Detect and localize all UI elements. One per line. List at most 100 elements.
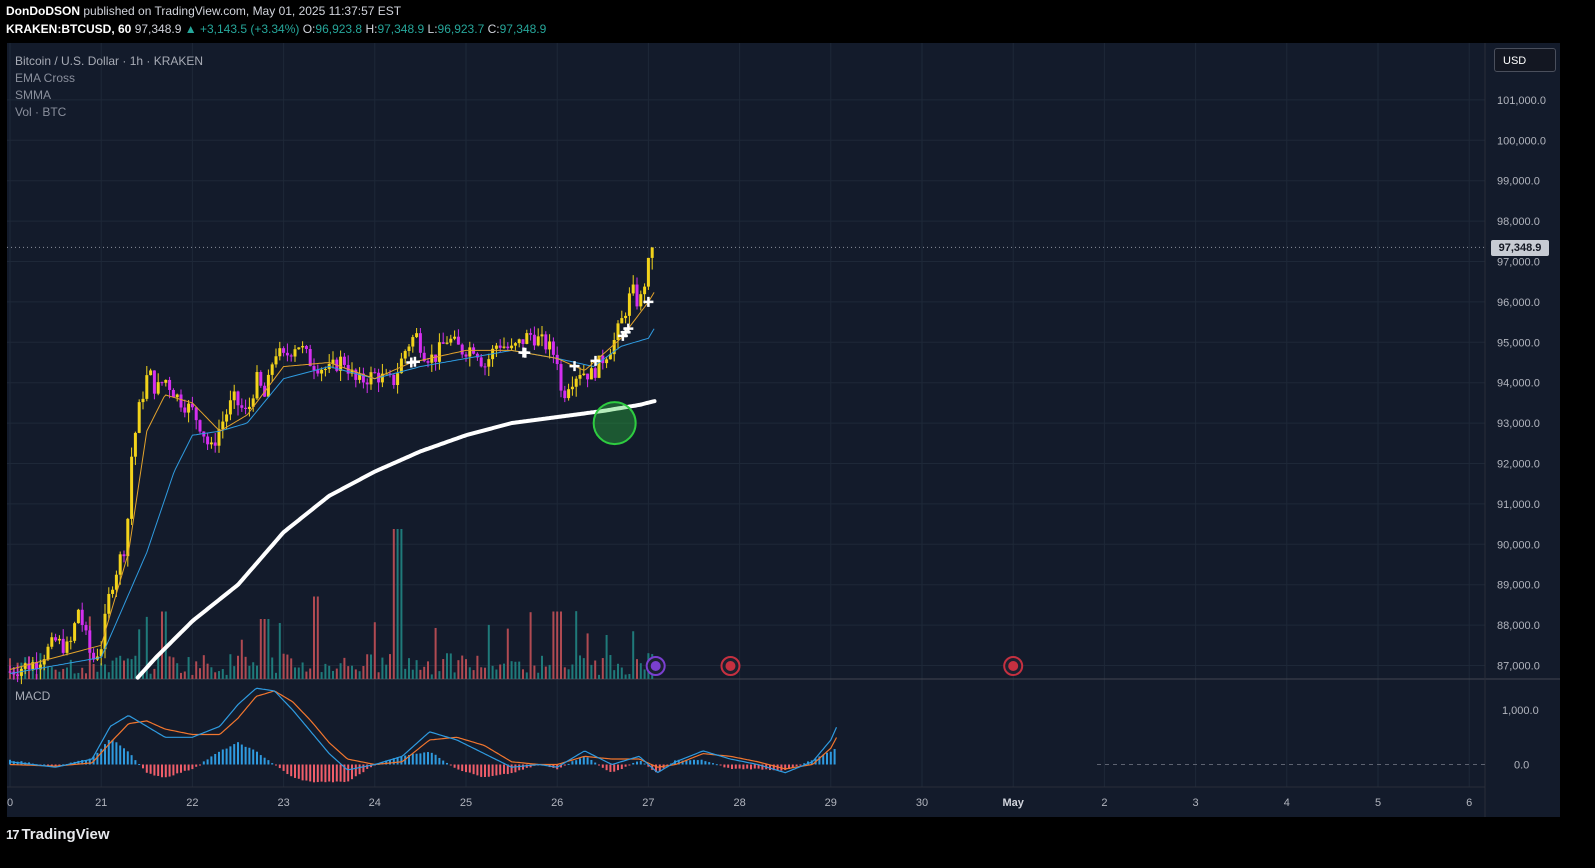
macd-hist-bar bbox=[681, 760, 684, 765]
macd-hist-bar bbox=[430, 752, 433, 765]
macd-hist-bar bbox=[472, 764, 475, 775]
volume-bar bbox=[613, 670, 616, 679]
macd-hist-bar bbox=[719, 764, 722, 766]
candle-body bbox=[69, 640, 73, 642]
candle-body bbox=[445, 342, 449, 344]
volume-bar bbox=[153, 668, 156, 679]
cross-marker bbox=[409, 356, 420, 367]
price-tick-label: 100,000.0 bbox=[1497, 135, 1546, 147]
volume-bar bbox=[408, 658, 410, 679]
macd-hist-bar bbox=[191, 764, 194, 770]
chart-pane[interactable]: 87,000.0 88,000.0 89,000.0 90,000.0 91,000.0… bbox=[7, 43, 1560, 817]
volume-bar bbox=[126, 658, 129, 679]
macd-hist-bar bbox=[818, 756, 821, 765]
volume-bar bbox=[594, 660, 597, 679]
volume-bar bbox=[233, 666, 236, 679]
open-label: O: bbox=[302, 22, 316, 36]
candle-body bbox=[259, 372, 263, 386]
candle-body bbox=[426, 361, 430, 363]
macd-hist-bar bbox=[693, 759, 695, 765]
macd-hist-bar bbox=[43, 764, 46, 766]
volume-bar bbox=[313, 596, 315, 679]
macd-hist-bar bbox=[130, 755, 133, 765]
tradingview-logo[interactable]: 17 TradingView bbox=[6, 826, 110, 843]
legend-ema-cross[interactable]: EMA Cross bbox=[15, 71, 76, 85]
volume-bar bbox=[639, 663, 642, 679]
volume-bar bbox=[476, 655, 479, 679]
volume-bar bbox=[351, 665, 353, 679]
macd-hist-bar bbox=[282, 764, 285, 771]
volume-bar bbox=[210, 667, 213, 679]
candle-body bbox=[616, 323, 620, 341]
macd-legend[interactable]: MACD bbox=[15, 689, 51, 703]
volume-bar bbox=[392, 529, 395, 679]
volume-bar bbox=[457, 660, 460, 679]
macd-hist-bar bbox=[761, 764, 764, 770]
volume-bar bbox=[244, 656, 247, 679]
time-tick-label: 21 bbox=[95, 797, 107, 809]
volume-bar bbox=[259, 619, 262, 679]
macd-hist-bar bbox=[62, 764, 65, 766]
candle-body bbox=[156, 382, 160, 394]
macd-hist-bar bbox=[609, 764, 612, 772]
candle-body bbox=[506, 346, 510, 349]
price-tick-label: 98,000.0 bbox=[1497, 216, 1540, 228]
author-name[interactable]: DonDoDSON bbox=[6, 4, 80, 18]
volume-bar bbox=[256, 665, 258, 679]
volume-bar bbox=[278, 623, 281, 679]
macd-hist-bar bbox=[415, 753, 418, 765]
time-tick-label: 29 bbox=[825, 797, 837, 809]
volume-bar bbox=[73, 673, 76, 679]
volume-bar bbox=[491, 665, 494, 679]
price-tick-label: 95,000.0 bbox=[1497, 337, 1540, 349]
volume-bar bbox=[168, 656, 171, 679]
candle-body bbox=[38, 664, 42, 670]
macd-hist-bar bbox=[210, 756, 213, 765]
volume-bar bbox=[85, 673, 87, 679]
macd-hist-bar bbox=[119, 745, 122, 765]
candle-body bbox=[434, 354, 438, 362]
candle-body bbox=[350, 369, 354, 374]
chart-svg[interactable]: 87,000.0 88,000.0 89,000.0 90,000.0 91,000.0… bbox=[7, 43, 1560, 817]
macd-hist-bar bbox=[506, 764, 509, 775]
macd-hist-bar bbox=[145, 764, 148, 773]
candle-body bbox=[422, 352, 426, 362]
macd-hist-bar bbox=[601, 764, 604, 768]
volume-bar bbox=[567, 669, 570, 679]
price-tick-label: 93,000.0 bbox=[1497, 418, 1540, 430]
volume-bar bbox=[263, 619, 266, 679]
currency-button[interactable]: USD bbox=[1494, 48, 1556, 72]
macd-hist-bar bbox=[305, 764, 308, 781]
macd-hist-bar bbox=[149, 764, 152, 774]
macd-hist-bar bbox=[252, 749, 255, 765]
macd-hist-bar bbox=[465, 764, 467, 773]
macd-hist-bar bbox=[727, 764, 730, 768]
legend-title[interactable]: Bitcoin / U.S. Dollar · 1h · KRAKEN bbox=[15, 54, 204, 68]
legend-smma[interactable]: SMMA bbox=[15, 88, 51, 102]
time-tick-label: 5 bbox=[1375, 797, 1381, 809]
macd-hist-bar bbox=[206, 759, 209, 765]
macd-hist-bar bbox=[183, 764, 186, 771]
volume-bar bbox=[81, 667, 84, 679]
candle-body bbox=[407, 346, 411, 352]
volume-bar bbox=[221, 669, 224, 679]
candle-body bbox=[149, 370, 153, 376]
time-tick-label: 3 bbox=[1193, 797, 1199, 809]
candle-body bbox=[453, 336, 457, 339]
macd-hist-bar bbox=[195, 764, 198, 767]
candle-body bbox=[255, 372, 259, 399]
candle-body bbox=[589, 368, 593, 380]
candle-body bbox=[331, 359, 335, 365]
macd-hist-bar bbox=[442, 760, 445, 765]
volume-bar bbox=[161, 611, 163, 679]
price-tick-label: 99,000.0 bbox=[1497, 176, 1540, 188]
symbol-name[interactable]: KRAKEN:BTCUSD, 60 bbox=[6, 22, 132, 36]
candle-body bbox=[73, 623, 77, 641]
macd-hist-bar bbox=[153, 764, 156, 776]
candle-body bbox=[168, 379, 172, 390]
macd-hist-bar bbox=[313, 764, 315, 783]
time-tick-label: May bbox=[1002, 797, 1024, 809]
volume-bar bbox=[632, 631, 635, 679]
volume-bar bbox=[191, 674, 194, 679]
legend-volume[interactable]: Vol · BTC bbox=[15, 105, 67, 119]
